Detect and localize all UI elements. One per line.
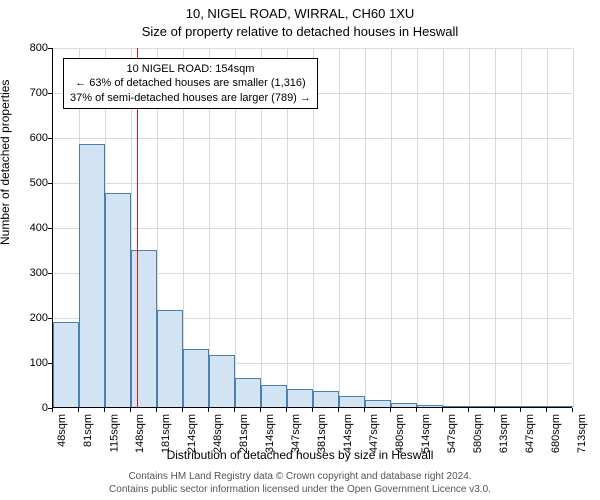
y-axis-label: Number of detached properties [0,80,12,245]
x-tick-mark [104,408,105,412]
y-tick-mark [48,183,52,184]
x-tick-mark [208,408,209,412]
gridline-v [469,48,470,407]
gridline-v [443,48,444,407]
histogram-bar [105,193,131,407]
histogram-bar [209,355,235,407]
y-tick-label: 300 [8,267,48,279]
annotation-line2: ← 63% of detached houses are smaller (1,… [70,76,311,90]
x-tick-mark [442,408,443,412]
plot-area: 10 NIGEL ROAD: 154sqm← 63% of detached h… [52,48,572,408]
gridline-v [495,48,496,407]
y-tick-mark [48,48,52,49]
x-tick-label: 115sqm [108,414,120,452]
x-tick-mark [260,408,261,412]
x-tick-mark [182,408,183,412]
x-tick-mark [78,408,79,412]
x-tick-mark [234,408,235,412]
x-tick-mark [390,408,391,412]
histogram-bar [391,403,417,408]
x-tick-mark [546,408,547,412]
histogram-bar [53,322,79,408]
gridline-v [547,48,548,407]
gridline-v [417,48,418,407]
histogram-bar [417,405,443,407]
chart-container: 10, NIGEL ROAD, WIRRAL, CH60 1XU Size of… [0,0,600,500]
x-tick-mark [130,408,131,412]
x-tick-mark [156,408,157,412]
y-tick-mark [48,318,52,319]
histogram-bar [521,406,547,407]
histogram-bar [339,396,365,407]
gridline-v [521,48,522,407]
histogram-bar [183,349,209,408]
x-tick-mark [572,408,573,412]
y-tick-label: 800 [8,42,48,54]
annotation-line3: 37% of semi-detached houses are larger (… [70,91,311,105]
y-tick-label: 600 [8,132,48,144]
histogram-bar [157,310,183,407]
y-tick-mark [48,273,52,274]
gridline-v [391,48,392,407]
y-tick-label: 100 [8,357,48,369]
histogram-bar [365,400,391,407]
gridline-v [339,48,340,407]
x-axis-label: Distribution of detached houses by size … [0,448,600,462]
gridline-v [365,48,366,407]
y-tick-mark [48,363,52,364]
y-tick-label: 0 [8,402,48,414]
histogram-bar [495,406,521,407]
histogram-bar [79,144,105,407]
gridline-v [573,48,574,407]
x-tick-mark [52,408,53,412]
annotation-box: 10 NIGEL ROAD: 154sqm← 63% of detached h… [63,58,318,109]
y-tick-label: 500 [8,177,48,189]
x-tick-mark [364,408,365,412]
footer-line2: Contains public sector information licen… [109,484,491,495]
x-tick-mark [494,408,495,412]
x-tick-mark [312,408,313,412]
y-tick-label: 400 [8,222,48,234]
chart-title-line1: 10, NIGEL ROAD, WIRRAL, CH60 1XU [0,6,600,21]
footer-attribution: Contains HM Land Registry data © Crown c… [0,471,600,496]
histogram-bar [131,250,157,408]
y-tick-mark [48,138,52,139]
x-tick-mark [286,408,287,412]
x-tick-mark [338,408,339,412]
x-tick-mark [468,408,469,412]
histogram-bar [547,406,573,407]
y-tick-mark [48,93,52,94]
x-tick-label: 81sqm [82,414,94,447]
y-tick-label: 200 [8,312,48,324]
y-tick-label: 700 [8,87,48,99]
chart-title-line2: Size of property relative to detached ho… [0,24,600,39]
histogram-bar [443,406,469,407]
histogram-bar [469,406,495,407]
annotation-line1: 10 NIGEL ROAD: 154sqm [70,62,311,76]
histogram-bar [313,391,339,407]
y-tick-mark [48,228,52,229]
x-tick-mark [416,408,417,412]
footer-line1: Contains HM Land Registry data © Crown c… [128,471,471,482]
histogram-bar [235,378,261,407]
x-tick-label: 48sqm [56,414,68,447]
x-tick-mark [520,408,521,412]
histogram-bar [261,385,287,408]
histogram-bar [287,389,313,407]
